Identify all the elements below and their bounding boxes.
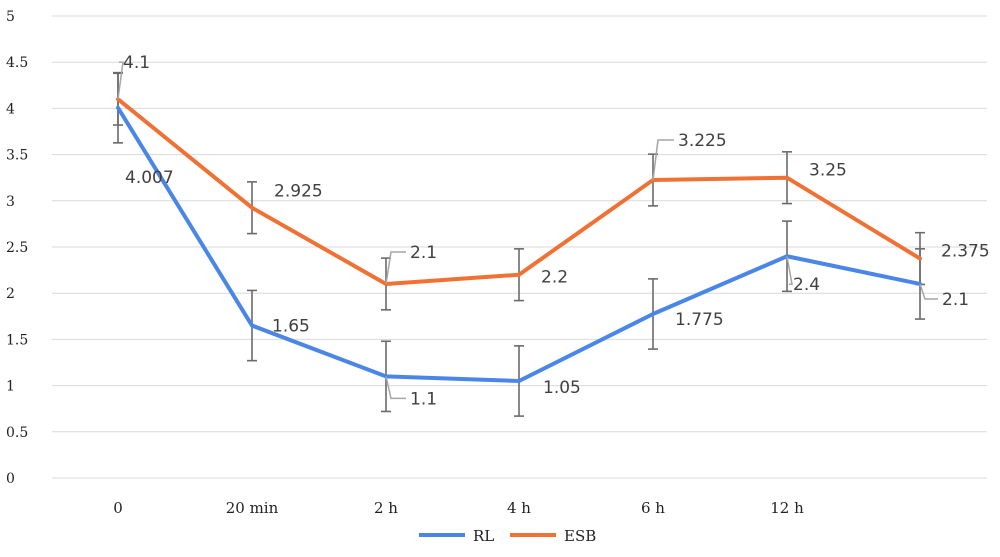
y-tick-label: 4.5: [6, 55, 28, 71]
data-label-esb: 3.225: [678, 131, 727, 151]
legend: RL ESB: [419, 527, 596, 545]
data-label-rl: 4.007: [125, 168, 174, 188]
data-label-esb: 4.1: [123, 53, 150, 73]
data-label-rl: 1.775: [675, 310, 724, 330]
label-leader-line: [919, 283, 938, 300]
y-tick-label: 4: [6, 101, 15, 117]
x-tick-label: 20 min: [226, 499, 279, 517]
label-leader-line: [786, 256, 793, 285]
legend-label-rl: RL: [473, 527, 494, 545]
data-label-esb: 2.2: [541, 268, 568, 288]
data-label-esb: 3.25: [809, 161, 847, 181]
x-tick-label: 2 h: [374, 499, 398, 517]
x-tick-label: 4 h: [507, 499, 531, 517]
y-tick-label: 1.5: [6, 332, 28, 348]
label-leader-line: [117, 61, 124, 100]
series-lines: [116, 97, 922, 383]
x-tick-label: 12 h: [770, 499, 804, 517]
y-tick-label: 0.5: [6, 425, 28, 441]
x-tick-label: 0: [113, 499, 123, 517]
data-label-esb: 2.375: [941, 242, 990, 262]
y-tick-label: 3: [6, 194, 15, 210]
y-axis-ticks: 0 0.5 1 1.5 2 2.5 3 3.5 4 4.5 5: [6, 9, 28, 487]
data-label-esb: 2.925: [274, 182, 323, 202]
error-bars: [113, 71, 925, 417]
y-tick-label: 1: [6, 379, 15, 395]
data-label-rl: 1.65: [272, 317, 310, 337]
y-tick-label: 0: [6, 471, 15, 487]
series-line-esb: [116, 97, 922, 286]
x-axis-ticks: 0 20 min 2 h 4 h 6 h 12 h: [113, 499, 804, 517]
x-tick-label: 6 h: [641, 499, 665, 517]
data-labels: 4.007 1.65 1.1 1.05 1.775 2.4 2.1 4.1 2.925 2.1 2.…: [123, 53, 990, 409]
data-label-rl: 1.1: [410, 389, 437, 409]
label-leader-line: [652, 139, 674, 181]
series-line-rl: [116, 105, 922, 383]
y-tick-label: 3.5: [6, 148, 28, 164]
data-label-esb: 2.1: [410, 243, 437, 263]
label-leader-line: [385, 376, 406, 400]
data-label-rl: 2.1: [942, 290, 969, 310]
y-tick-label: 2: [6, 286, 15, 302]
y-tick-label: 5: [6, 9, 15, 25]
label-leader-lines: [117, 61, 938, 400]
data-label-rl: 2.4: [793, 275, 820, 295]
legend-label-esb: ESB: [564, 527, 596, 545]
label-leader-line: [385, 251, 406, 285]
y-tick-label: 2.5: [6, 240, 28, 256]
data-label-rl: 1.05: [543, 378, 581, 398]
